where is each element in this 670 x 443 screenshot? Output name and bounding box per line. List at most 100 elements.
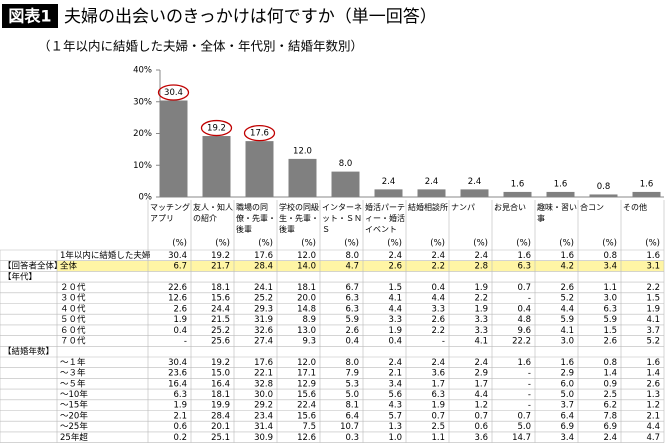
bar [417,189,446,197]
bar [589,194,618,197]
cell: 1.6 [646,358,660,368]
unit-label: (%) [301,239,316,249]
value-label: 1.6 [511,179,525,189]
cell: 1.0 [388,433,402,443]
badge: 図表1 [8,7,51,26]
cell: 2.2 [431,326,445,336]
row-label: ～10年 [60,389,88,400]
cell: 5.3 [345,379,359,389]
cell: 2.4 [603,433,617,443]
column-header: インターネット・ＳＮＳ [322,203,362,234]
cell: 14.0 [297,262,316,272]
cell: 9.3 [302,336,316,346]
cell: 28.4 [254,262,273,272]
cell: 1.9 [431,401,445,411]
cell: 5.6 [388,390,402,400]
column-header: その他 [623,203,647,212]
cell: 4.1 [474,336,488,346]
cell: 18.1 [211,390,230,400]
cell: 16.4 [168,379,187,389]
cell: 5.0 [517,422,531,432]
unit-label: (%) [430,239,445,249]
cell: 6.3 [517,262,531,272]
cell: 1.6 [517,358,531,368]
cell: 3.3 [431,304,445,314]
column-header: 友人・知人の紹介 [193,203,233,223]
cell: 23.6 [168,369,187,379]
cell: 18.1 [211,283,230,293]
row-label: 25年超 [60,432,88,443]
cell: 0.7 [431,411,445,421]
value-label: 1.6 [554,179,568,189]
cell: 0.4 [431,283,445,293]
cell: 6.4 [345,411,359,421]
bar [546,191,575,197]
cell: 30.4 [168,358,187,368]
cell: 4.4 [388,304,402,314]
cell: 1.4 [603,369,617,379]
cell: 1.9 [474,304,488,314]
cell: 21.5 [211,315,230,325]
cell: 0.2 [173,433,187,443]
cell: 32.6 [254,326,273,336]
cell: 1.9 [646,304,660,314]
cell: 15.6 [297,411,316,421]
cell: 2.6 [388,262,402,272]
cell: 3.3 [388,315,402,325]
cell: 14.7 [512,433,531,443]
value-label: 2.4 [425,177,439,187]
cell: 1.4 [646,369,660,379]
cell: 2.6 [646,379,660,389]
cell: 17.6 [254,251,273,261]
cell: 22.2 [512,336,531,346]
row-label: ～15年 [60,400,88,411]
cell: 5.0 [345,390,359,400]
cell: 8.0 [345,358,359,368]
cell: 5.9 [603,315,617,325]
unit-label: (%) [473,239,488,249]
row-label: ５０代 [60,314,86,325]
row-label: ～25年 [60,421,88,432]
cell: 2.4 [474,251,488,261]
cell: 30.9 [254,433,273,443]
cell: 27.4 [254,336,273,346]
cell: 14.8 [297,304,316,314]
cell: 22.1 [254,369,273,379]
cell: 2.4 [431,251,445,261]
cell: 15.6 [297,390,316,400]
cell: 5.9 [345,315,359,325]
cell: 6.7 [345,283,359,293]
cell: 2.6 [173,304,187,314]
cell: 3.4 [560,433,574,443]
cell: 29.3 [254,304,273,314]
cell: 4.1 [646,315,660,325]
cell: 12.0 [297,251,316,261]
bar [159,100,188,197]
cell: 6.9 [560,422,574,432]
row-label: ～１年 [60,357,86,368]
cell: 3.1 [646,262,660,272]
row-label: ７０代 [60,335,86,346]
cell: 3.7 [560,401,574,411]
cell: 25.2 [254,294,273,304]
row-label: ４０代 [60,303,86,314]
cell: 2.9 [560,369,574,379]
cell: 29.2 [254,401,273,411]
cell: 5.2 [646,336,660,346]
cell: 18.1 [297,283,316,293]
cell: 6.3 [345,294,359,304]
subtitle: （１年以内に結婚した夫婦・全体・年代別・結婚年数別） [38,39,363,54]
cell: 15.0 [211,369,230,379]
cell: - [528,369,531,379]
row-label: 全体 [60,261,78,272]
cell: 12.6 [297,433,316,443]
cell: 2.6 [345,326,359,336]
cell: 2.2 [431,262,445,272]
cell: 4.1 [388,294,402,304]
cell: 1.9 [173,401,187,411]
column-header: お見合い [494,203,526,212]
cell: 2.4 [431,358,445,368]
cell: 1.5 [603,326,617,336]
cell: 1.2 [646,401,660,411]
cell: 2.4 [474,358,488,368]
